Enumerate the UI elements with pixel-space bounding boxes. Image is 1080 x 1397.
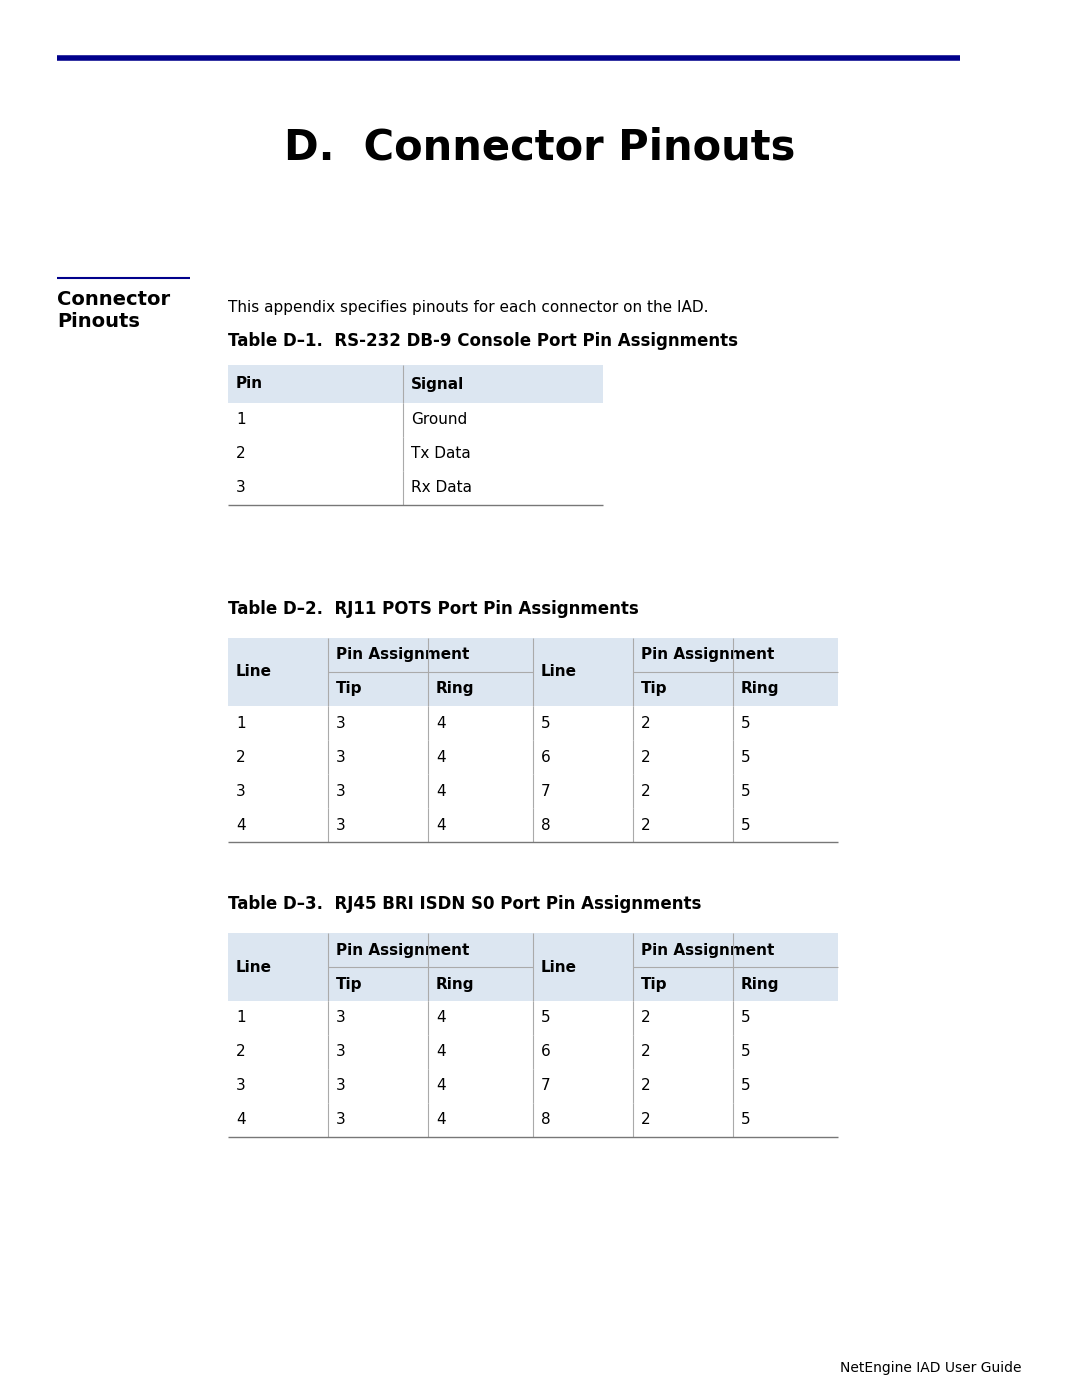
Text: 6: 6 (541, 750, 551, 764)
Text: Ring: Ring (741, 682, 780, 697)
Text: NetEngine IAD User Guide: NetEngine IAD User Guide (840, 1361, 1022, 1375)
Text: 5: 5 (741, 1010, 751, 1025)
Text: Ring: Ring (741, 977, 780, 992)
Text: 2: 2 (642, 784, 650, 799)
Text: 5: 5 (541, 715, 551, 731)
Text: Line: Line (237, 665, 272, 679)
Text: Tip: Tip (642, 682, 667, 697)
Text: 3: 3 (237, 481, 246, 496)
Text: Pin Assignment: Pin Assignment (336, 647, 470, 662)
Text: 7: 7 (541, 1078, 551, 1094)
Text: 3: 3 (336, 1112, 346, 1127)
Text: 3: 3 (237, 784, 246, 799)
Text: 4: 4 (237, 1112, 245, 1127)
Text: Tip: Tip (642, 977, 667, 992)
Text: This appendix specifies pinouts for each connector on the IAD.: This appendix specifies pinouts for each… (228, 300, 708, 314)
Bar (228, 638, 838, 705)
Text: Rx Data: Rx Data (411, 481, 472, 496)
Text: 5: 5 (741, 750, 751, 764)
Text: 1: 1 (237, 412, 245, 427)
Text: 2: 2 (237, 750, 245, 764)
Text: Table D–2.  RJ11 POTS Port Pin Assignments: Table D–2. RJ11 POTS Port Pin Assignment… (228, 599, 638, 617)
Text: 8: 8 (541, 1112, 551, 1127)
Text: 5: 5 (741, 1045, 751, 1059)
Text: Ground: Ground (411, 412, 468, 427)
Text: 4: 4 (436, 784, 446, 799)
Text: 3: 3 (336, 817, 346, 833)
Text: 4: 4 (436, 715, 446, 731)
Text: 3: 3 (336, 1045, 346, 1059)
Text: 3: 3 (336, 715, 346, 731)
Text: 3: 3 (336, 1010, 346, 1025)
Text: Tx Data: Tx Data (411, 447, 471, 461)
Text: Pin Assignment: Pin Assignment (642, 647, 774, 662)
Text: Pin: Pin (237, 377, 264, 391)
Text: 3: 3 (237, 1078, 246, 1094)
Text: 5: 5 (541, 1010, 551, 1025)
Text: 1: 1 (237, 1010, 245, 1025)
Text: 4: 4 (436, 1078, 446, 1094)
Text: 2: 2 (237, 1045, 245, 1059)
Text: 4: 4 (436, 750, 446, 764)
Text: Table D–1.  RS-232 DB-9 Console Port Pin Assignments: Table D–1. RS-232 DB-9 Console Port Pin … (228, 332, 738, 351)
Text: D.  Connector Pinouts: D. Connector Pinouts (284, 127, 796, 169)
Text: Line: Line (541, 960, 577, 975)
Text: 5: 5 (741, 784, 751, 799)
Text: 8: 8 (541, 817, 551, 833)
Text: Table D–3.  RJ45 BRI ISDN S0 Port Pin Assignments: Table D–3. RJ45 BRI ISDN S0 Port Pin Ass… (228, 895, 701, 914)
Text: Signal: Signal (411, 377, 464, 391)
Text: 2: 2 (642, 715, 650, 731)
Text: 3: 3 (336, 784, 346, 799)
Text: Tip: Tip (336, 977, 363, 992)
Text: Connector
Pinouts: Connector Pinouts (57, 291, 171, 331)
Text: 1: 1 (237, 715, 245, 731)
Text: Ring: Ring (436, 682, 474, 697)
Text: 4: 4 (436, 1045, 446, 1059)
Text: 2: 2 (642, 1112, 650, 1127)
Text: Ring: Ring (436, 977, 474, 992)
Text: 2: 2 (642, 750, 650, 764)
Text: 6: 6 (541, 1045, 551, 1059)
Text: 2: 2 (642, 817, 650, 833)
Text: Line: Line (237, 960, 272, 975)
Text: 3: 3 (336, 750, 346, 764)
Text: 5: 5 (741, 1078, 751, 1094)
Text: 3: 3 (336, 1078, 346, 1094)
Text: 4: 4 (436, 1010, 446, 1025)
Text: 4: 4 (436, 817, 446, 833)
Text: 2: 2 (642, 1010, 650, 1025)
Text: Pin Assignment: Pin Assignment (336, 943, 470, 957)
Bar (228, 365, 603, 402)
Text: Line: Line (541, 665, 577, 679)
Text: 2: 2 (237, 447, 245, 461)
Text: Tip: Tip (336, 682, 363, 697)
Text: Pin Assignment: Pin Assignment (642, 943, 774, 957)
Text: 5: 5 (741, 1112, 751, 1127)
Text: 5: 5 (741, 817, 751, 833)
Text: 5: 5 (741, 715, 751, 731)
Text: 2: 2 (642, 1078, 650, 1094)
Text: 4: 4 (237, 817, 245, 833)
Text: 7: 7 (541, 784, 551, 799)
Bar (228, 933, 838, 1002)
Text: 4: 4 (436, 1112, 446, 1127)
Text: 2: 2 (642, 1045, 650, 1059)
